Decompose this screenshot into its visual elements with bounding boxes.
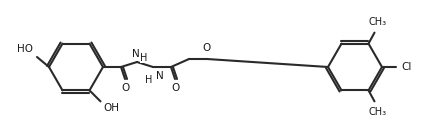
Text: O: O <box>122 83 130 93</box>
Text: N: N <box>156 71 164 81</box>
Text: CH₃: CH₃ <box>369 17 387 27</box>
Text: CH₃: CH₃ <box>369 107 387 117</box>
Text: HO: HO <box>17 44 33 54</box>
Text: O: O <box>172 83 180 93</box>
Text: H: H <box>140 53 148 63</box>
Text: Cl: Cl <box>401 62 412 72</box>
Text: OH: OH <box>104 103 120 113</box>
Text: O: O <box>203 43 211 53</box>
Text: H: H <box>144 75 152 85</box>
Text: N: N <box>132 49 140 59</box>
